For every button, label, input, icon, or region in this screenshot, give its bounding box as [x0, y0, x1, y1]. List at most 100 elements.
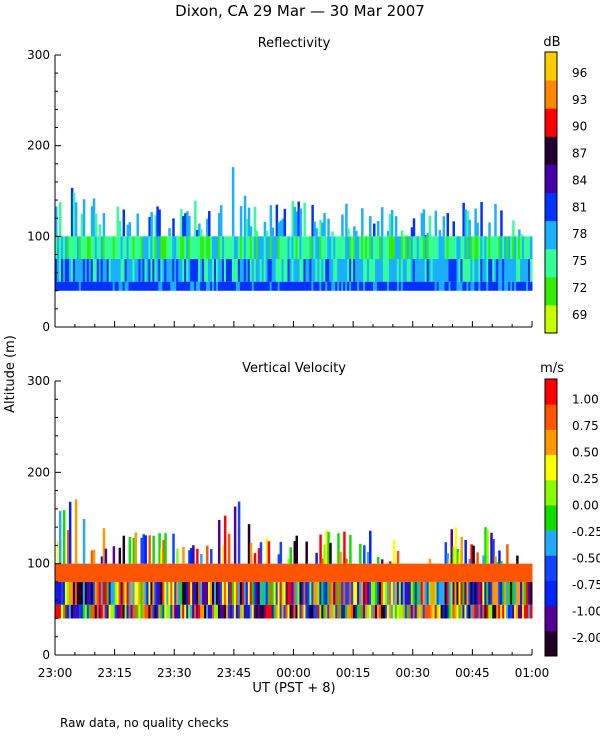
velocity-data-column [323, 604, 326, 619]
velocity-data-column [279, 581, 283, 605]
velocity-data-column [462, 581, 465, 605]
reflectivity-data-column [492, 236, 495, 259]
velocity-data-column [136, 581, 139, 605]
velocity-data-column [58, 604, 62, 619]
reflectivity-data-column [412, 281, 416, 291]
reflectivity-data-column [118, 259, 122, 282]
velocity-data-column [172, 563, 175, 582]
reflectivity-data-column [458, 236, 461, 259]
velocity-data-column [378, 604, 382, 619]
reflectivity-data-column [321, 259, 324, 282]
reflectivity-data-column [166, 281, 169, 291]
reflectivity-data-column [279, 236, 283, 259]
reflectivity-data-column [301, 236, 304, 259]
reflectivity-data-column [462, 202, 465, 237]
reflectivity-data-column [136, 236, 139, 259]
velocity-data-column [476, 552, 479, 564]
reflectivity-data-column [269, 205, 273, 237]
reflectivity-data-column [478, 236, 481, 259]
reflectivity-data-column [428, 281, 432, 291]
reflectivity-data-column [378, 236, 382, 259]
reflectivity-data-column [74, 281, 78, 291]
velocity-x-tick-label: 00:15 [336, 666, 371, 680]
reflectivity-data-column [309, 281, 312, 291]
reflectivity-data-column [512, 259, 515, 282]
velocity-data-column [259, 563, 263, 582]
velocity-data-column [404, 604, 408, 619]
velocity-data-column [156, 563, 159, 582]
reflectivity-data-column [138, 281, 141, 291]
velocity-data-column [279, 604, 283, 619]
velocity-data-column [172, 533, 175, 564]
reflectivity-data-column [160, 236, 163, 259]
velocity-colorbar-label: -0.25 [572, 525, 600, 539]
reflectivity-data-column [184, 213, 187, 237]
reflectivity-data-column [355, 259, 358, 282]
reflectivity-y-tick-label: 0 [42, 320, 50, 334]
reflectivity-data-column [283, 259, 287, 282]
velocity-data-column [498, 563, 501, 582]
reflectivity-panel-title: Reflectivity [258, 36, 331, 51]
reflectivity-data-column [345, 259, 348, 282]
velocity-data-column [347, 604, 350, 619]
reflectivity-data-column [196, 229, 199, 237]
reflectivity-data-column [492, 259, 495, 282]
reflectivity-data-column [279, 281, 283, 291]
reflectivity-data-column [450, 281, 453, 291]
velocity-data-column [530, 563, 533, 582]
reflectivity-data-column [160, 281, 163, 291]
velocity-data-column [110, 604, 114, 619]
velocity-data-column [55, 581, 58, 605]
reflectivity-data-column [267, 236, 271, 259]
velocity-y-tick-label: 100 [27, 557, 50, 571]
reflectivity-data-column [386, 281, 390, 291]
velocity-data-column [508, 581, 511, 605]
velocity-data-column [466, 581, 469, 605]
reflectivity-data-column [132, 236, 135, 259]
reflectivity-data-column [202, 236, 205, 259]
reflectivity-data-column [347, 281, 350, 291]
reflectivity-data-column [126, 236, 130, 259]
reflectivity-data-column [438, 230, 442, 237]
velocity-data-column [198, 581, 201, 605]
velocity-data-column [210, 581, 213, 605]
velocity-data-column [305, 563, 308, 582]
velocity-data-column [323, 581, 326, 605]
velocity-data-column [150, 604, 153, 619]
velocity-data-column [291, 604, 294, 619]
reflectivity-data-column [154, 259, 157, 282]
velocity-data-column [468, 604, 471, 619]
reflectivity-data-column [90, 236, 94, 259]
reflectivity-data-column [188, 216, 191, 237]
velocity-data-column [132, 563, 135, 582]
reflectivity-data-column [225, 259, 229, 282]
reflectivity-data-column [299, 259, 302, 282]
velocity-data-column [478, 581, 481, 605]
reflectivity-data-column [214, 259, 217, 282]
reflectivity-data-column [74, 236, 78, 259]
reflectivity-data-column [281, 218, 285, 237]
velocity-data-column [331, 604, 334, 619]
reflectivity-data-column [214, 236, 217, 259]
reflectivity-data-column [446, 236, 450, 259]
velocity-data-column [206, 581, 209, 605]
velocity-data-column [267, 541, 271, 564]
velocity-data-column [116, 563, 120, 582]
velocity-data-column [235, 604, 239, 619]
velocity-data-column [233, 604, 237, 619]
reflectivity-data-column [444, 281, 448, 291]
reflectivity-data-column [273, 259, 277, 282]
velocity-data-column [144, 581, 147, 605]
velocity-data-column [243, 604, 247, 619]
velocity-data-column [357, 581, 360, 605]
velocity-data-column [62, 604, 66, 619]
velocity-data-column [438, 604, 442, 619]
reflectivity-data-column [144, 259, 147, 282]
reflectivity-data-column [68, 259, 72, 282]
reflectivity-data-column [436, 236, 440, 259]
velocity-data-column [450, 581, 453, 605]
velocity-data-column [56, 540, 60, 564]
reflectivity-data-column [261, 259, 265, 282]
reflectivity-data-column [206, 236, 209, 259]
reflectivity-data-column [406, 259, 410, 282]
